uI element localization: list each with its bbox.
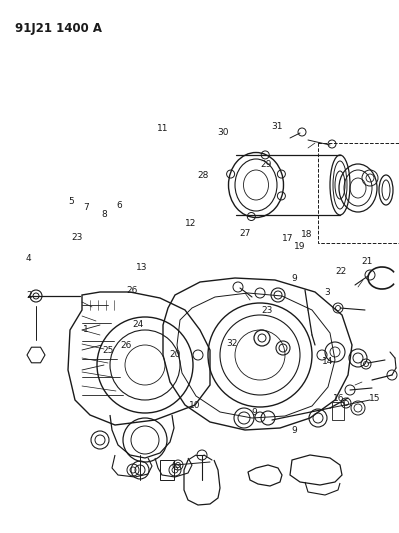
Text: 12: 12 [185,220,196,228]
Bar [332,402,344,420]
Text: 19: 19 [294,242,306,251]
Text: 20: 20 [169,351,180,359]
Bar [318,143,399,243]
Text: 2: 2 [26,292,32,300]
Text: 3: 3 [324,288,330,296]
Bar [160,460,174,480]
Text: 16: 16 [333,394,344,403]
Text: 31: 31 [272,123,283,131]
Text: 9: 9 [292,426,297,435]
Text: 23: 23 [71,233,82,241]
Text: 26: 26 [126,286,137,295]
Text: 18: 18 [301,230,312,239]
Text: 14: 14 [322,357,334,366]
Text: 6: 6 [116,201,122,209]
Text: 8: 8 [102,211,107,219]
Text: 9: 9 [252,408,257,416]
Text: 9: 9 [292,274,297,283]
Text: 26: 26 [120,341,131,350]
Text: 21: 21 [361,257,373,265]
Text: 7: 7 [83,204,89,212]
Text: 13: 13 [136,263,147,272]
Text: 27: 27 [240,229,251,238]
Text: 30: 30 [217,128,228,136]
Text: 11: 11 [157,125,168,133]
Text: 4: 4 [26,254,32,263]
Text: 32: 32 [227,340,238,348]
Text: 10: 10 [189,401,200,409]
Text: 17: 17 [282,235,293,243]
Text: 24: 24 [132,320,143,328]
Text: 91J21 1400 A: 91J21 1400 A [15,22,102,35]
Text: 15: 15 [369,394,381,403]
Text: 1: 1 [83,325,89,334]
Text: 28: 28 [198,172,209,180]
Text: 25: 25 [103,346,114,355]
Text: 29: 29 [261,160,272,168]
Text: 23: 23 [262,306,273,314]
Text: 22: 22 [336,268,347,276]
Text: 5: 5 [68,197,74,206]
